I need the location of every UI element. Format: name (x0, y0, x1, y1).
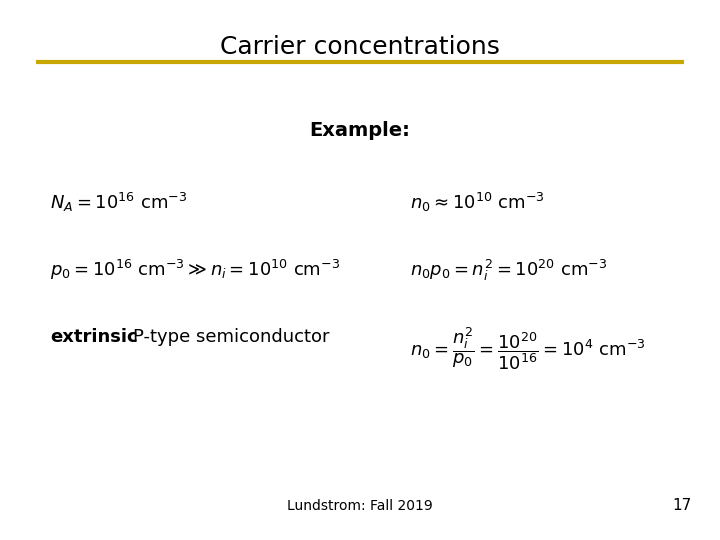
Text: Carrier concentrations: Carrier concentrations (220, 35, 500, 59)
Text: $N_A = 10^{16}\ \mathregular{cm}^{-3}$: $N_A = 10^{16}\ \mathregular{cm}^{-3}$ (50, 191, 188, 214)
Text: P-type semiconductor: P-type semiconductor (133, 328, 330, 347)
Text: Example:: Example: (310, 122, 410, 140)
Text: $n_0 \approx 10^{10}\ \mathregular{cm}^{-3}$: $n_0 \approx 10^{10}\ \mathregular{cm}^{… (410, 191, 545, 214)
Text: Lundstrom: Fall 2019: Lundstrom: Fall 2019 (287, 499, 433, 513)
Text: $n_0 p_0 = n_i^2 = 10^{20}\ \mathregular{cm}^{-3}$: $n_0 p_0 = n_i^2 = 10^{20}\ \mathregular… (410, 258, 608, 282)
Text: extrinsic: extrinsic (50, 328, 138, 347)
Text: 17: 17 (672, 498, 691, 513)
Text: $p_0 = 10^{16}\ \mathregular{cm}^{-3} \gg n_i = 10^{10}\ \mathregular{cm}^{-3}$: $p_0 = 10^{16}\ \mathregular{cm}^{-3} \g… (50, 258, 341, 282)
Text: $n_0 = \dfrac{n_i^2}{p_0} = \dfrac{10^{20}}{10^{16}} = 10^4\ \mathregular{cm}^{-: $n_0 = \dfrac{n_i^2}{p_0} = \dfrac{10^{2… (410, 325, 646, 372)
